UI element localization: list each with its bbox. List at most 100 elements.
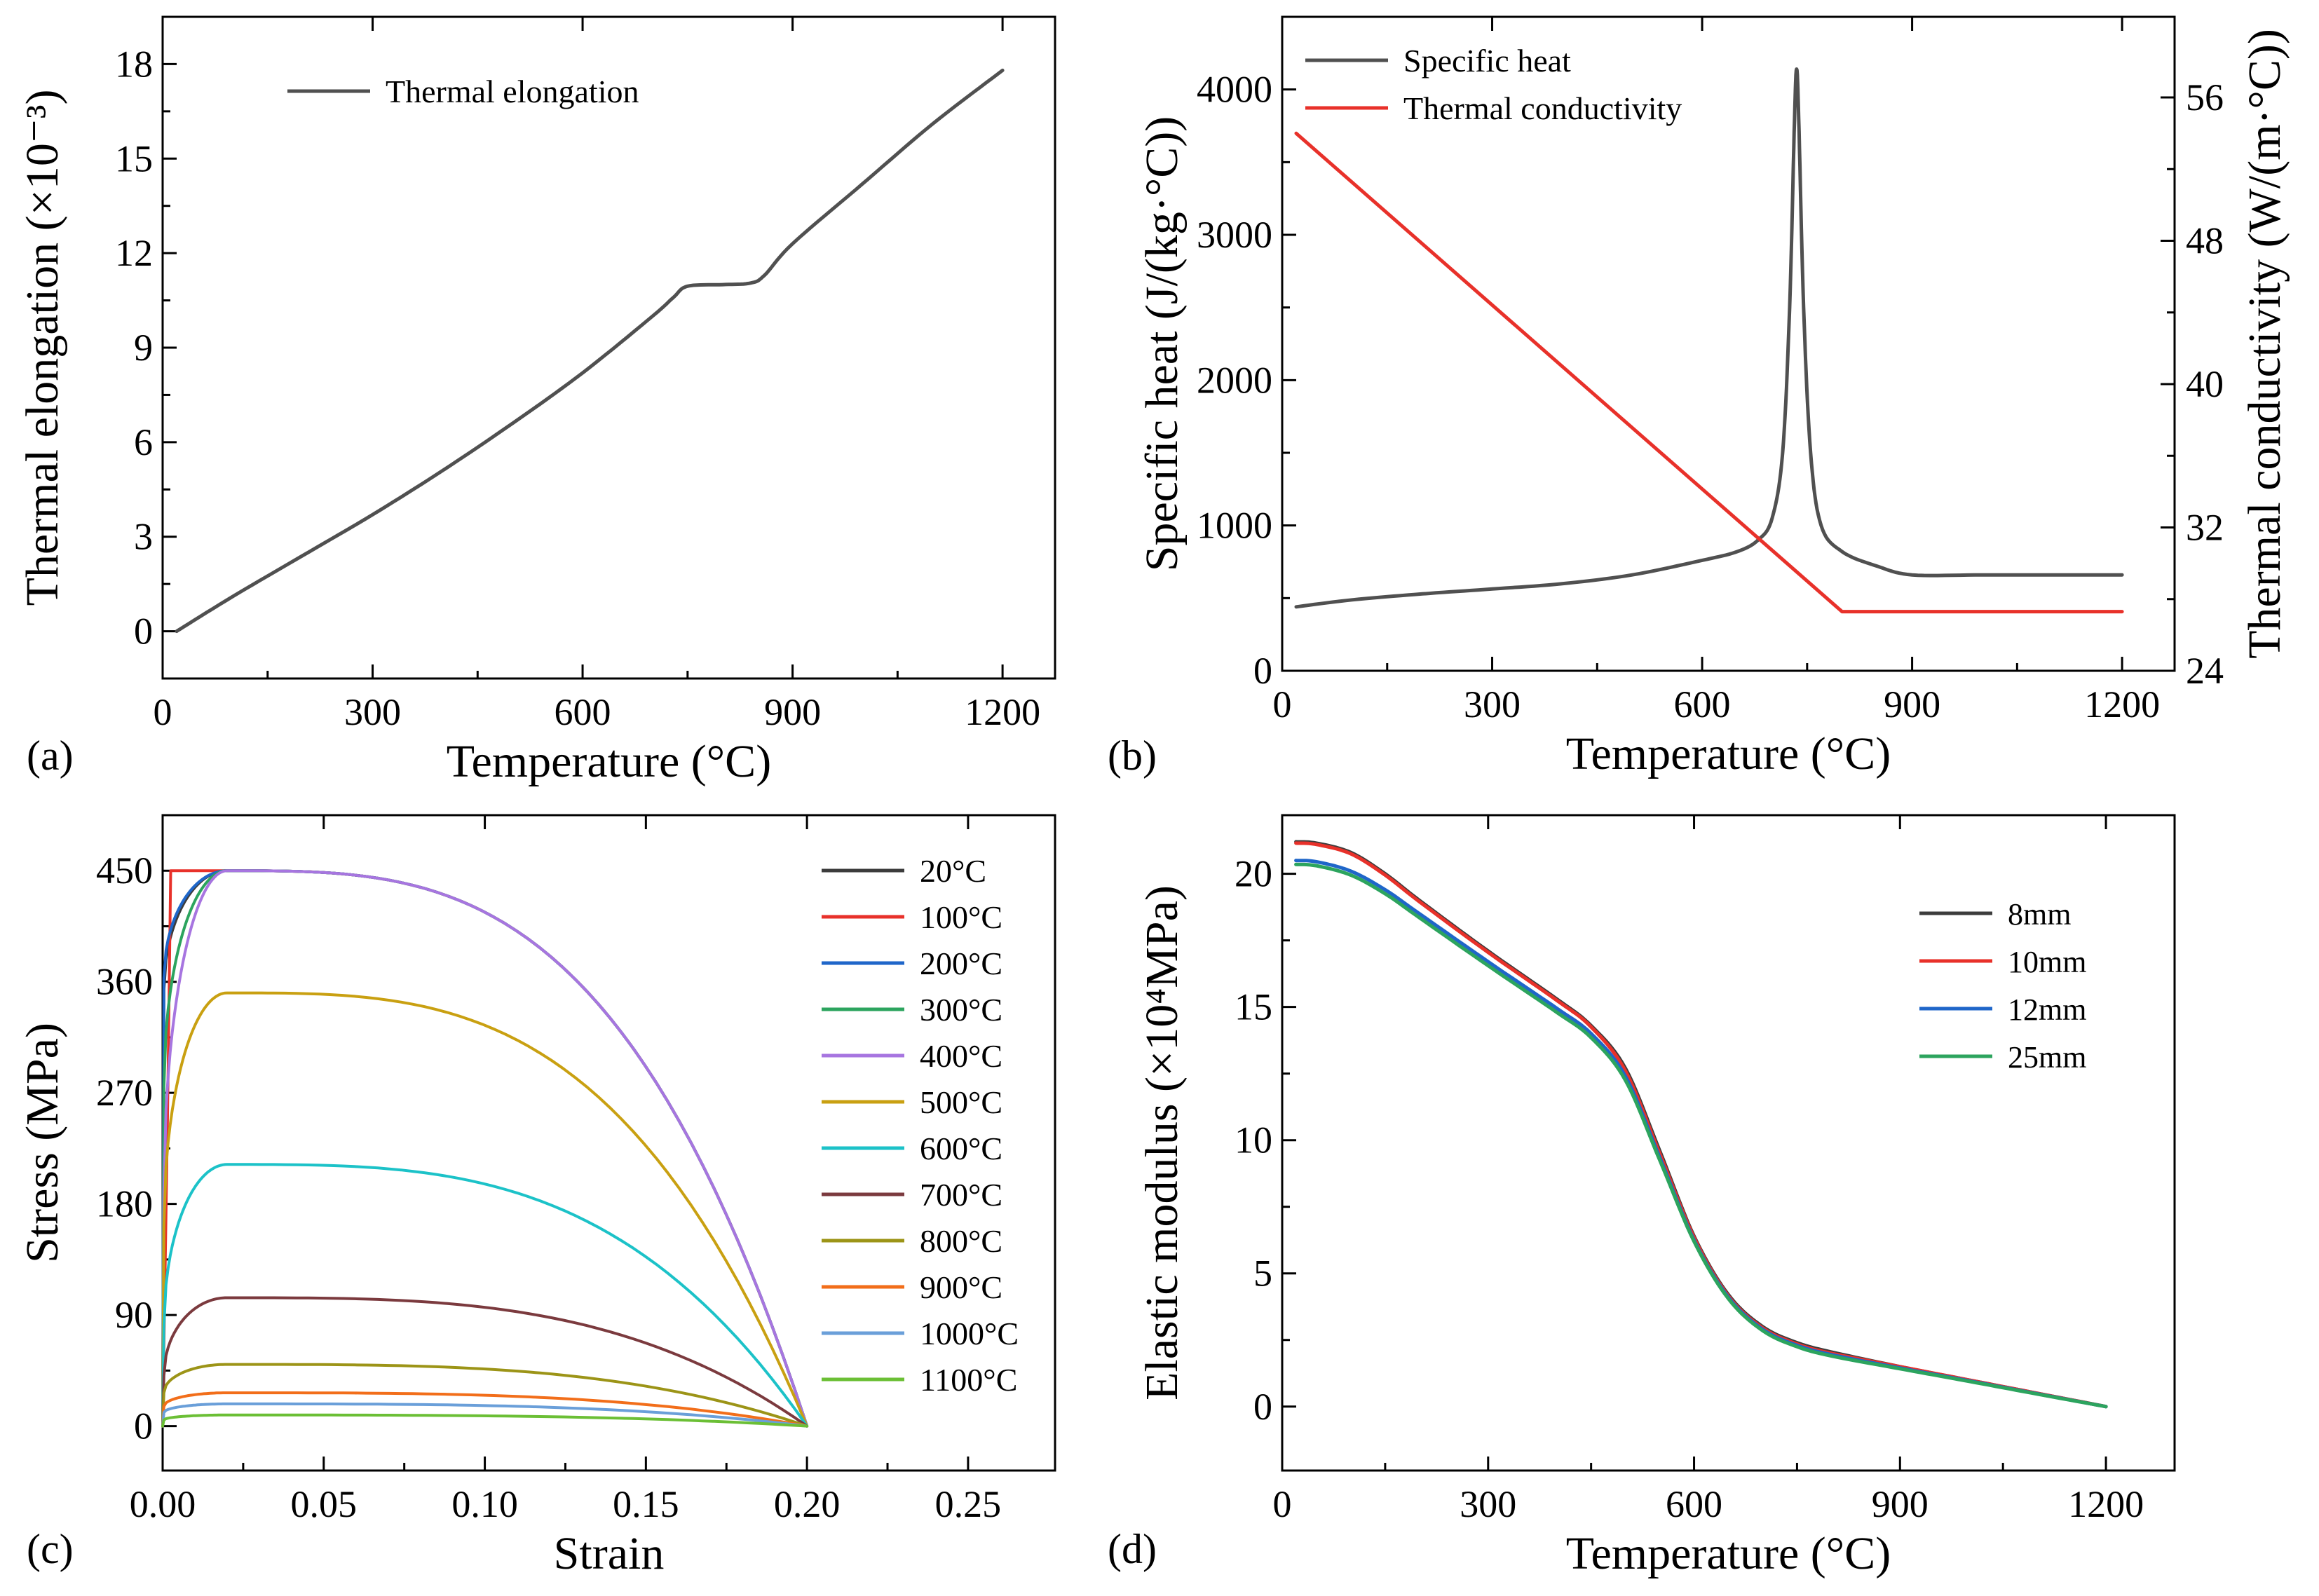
series-line-600c: [161, 1163, 809, 1428]
x-tick-label: 900: [764, 691, 821, 733]
y-tick-label: 180: [96, 1183, 153, 1225]
y-tick-label: 10: [1235, 1119, 1272, 1161]
y-axis-label: Stress (MPa): [17, 1023, 68, 1263]
series-line-700c: [161, 1296, 809, 1428]
x-tick-label: 600: [555, 691, 611, 733]
panel-b: 0 300 600 900 1200 0 1000 2000 3000 4000 Temperatu…: [1108, 15, 2290, 779]
series-line-10mm: [1294, 841, 2108, 1409]
series-line-500c: [161, 991, 809, 1428]
y-right-tick-label: 48: [2186, 220, 2224, 262]
x-tick-label: 600: [1674, 683, 1731, 725]
y-tick-label: 4000: [1197, 69, 1272, 111]
x-tick-label: 300: [1460, 1483, 1516, 1525]
legend-label: 700°C: [920, 1177, 1002, 1213]
series-line-25mm: [1294, 862, 2108, 1409]
x-tick-label: 0.15: [613, 1483, 679, 1525]
y-tick-label: 3000: [1197, 214, 1272, 256]
y-tick-label: 1000: [1197, 505, 1272, 547]
y-tick-label: 0: [134, 1405, 153, 1447]
y-tick-label: 0: [1253, 1386, 1272, 1428]
y-tick-label: 2000: [1197, 359, 1272, 401]
y-tick-label: 360: [96, 961, 153, 1003]
x-axis-label: Temperature (°C): [1566, 728, 1891, 779]
panel-label: (d): [1108, 1526, 1157, 1572]
x-tick-label: 1200: [2084, 683, 2160, 725]
y-tick-label: 15: [115, 137, 153, 179]
legend-label: Specific heat: [1403, 43, 1571, 79]
x-tick-label: 0.20: [774, 1483, 841, 1525]
x-tick-label: 300: [344, 691, 401, 733]
series-line-900c: [161, 1391, 809, 1428]
y-right-tick-label: 56: [2186, 76, 2224, 118]
x-tick-label: 0: [1273, 683, 1292, 725]
series-line-800c: [161, 1363, 809, 1428]
plot-frame: [161, 15, 1056, 680]
y-axis-label: Thermal elongation (×10⁻³): [17, 90, 68, 606]
y-tick-label: 90: [115, 1294, 153, 1336]
series-line-12mm: [1294, 859, 2108, 1409]
legend-label: Thermal conductivity: [1403, 90, 1682, 126]
x-tick-label: 0.05: [291, 1483, 358, 1525]
x-tick-label: 0: [154, 691, 172, 733]
y-tick-label: 20: [1235, 853, 1272, 895]
legend-label: 12mm: [2008, 993, 2086, 1027]
y-right-tick-label: 40: [2186, 363, 2224, 405]
x-tick-label: 0.10: [451, 1483, 518, 1525]
series-line-200c: [161, 869, 809, 1428]
series-line-400c: [161, 869, 809, 1428]
y-axis-label: Specific heat (J/(kg·°C)): [1136, 116, 1188, 572]
x-tick-label: 900: [1884, 683, 1940, 725]
x-axis-label: Strain: [554, 1528, 665, 1579]
x-tick-label: 300: [1464, 683, 1521, 725]
x-tick-label: 600: [1666, 1483, 1722, 1525]
series-line-20c: [161, 869, 809, 1428]
legend-label: 400°C: [920, 1038, 1002, 1074]
legend-label: 25mm: [2008, 1040, 2086, 1075]
panel-c: 0.00 0.05 0.10 0.15 0.20 0.25 0 90 180 270 360 450 S…: [17, 814, 1056, 1579]
y-tick-label: 270: [96, 1072, 153, 1114]
series-line-100c: [161, 869, 809, 1428]
y-tick-label: 3: [134, 516, 153, 558]
y-tick-label: 0: [1253, 650, 1272, 692]
legend-label: 900°C: [920, 1269, 1002, 1305]
y-axis-label: Elastic modulus (×10⁴MPa): [1136, 885, 1188, 1400]
legend-label: 20°C: [920, 853, 986, 889]
series-line-thermal-elongation: [175, 68, 1005, 634]
y-tick-label: 0: [134, 611, 153, 653]
x-tick-label: 0.25: [935, 1483, 1002, 1525]
series-line-1100c: [161, 1413, 809, 1428]
x-axis-label: Temperature (°C): [447, 736, 771, 787]
panel-label: (b): [1108, 732, 1157, 779]
x-tick-label: 0.00: [130, 1483, 196, 1525]
y-right-tick-label: 32: [2186, 507, 2224, 549]
series-line-1000c: [161, 1402, 809, 1428]
legend-label: 300°C: [920, 992, 1002, 1028]
y-right-tick-label: 24: [2186, 650, 2224, 692]
series-line-specific-heat: [1294, 67, 2124, 609]
y-right-axis-label: Thermal conductivity (W/(m·°C)): [2239, 29, 2290, 659]
y-tick-label: 9: [134, 327, 153, 369]
legend-label: 600°C: [920, 1131, 1002, 1166]
panel-a: 0 300 600 900 1200 0 3 6 9 12 15 18 Temperature (°C)…: [17, 15, 1056, 787]
x-tick-label: 900: [1872, 1483, 1929, 1525]
legend-label: Thermal elongation: [386, 74, 639, 109]
series-line-thermal-conductivity: [1294, 131, 2124, 614]
legend-label: 8mm: [2008, 897, 2071, 932]
x-tick-label: 0: [1273, 1483, 1292, 1525]
plot-frame: [1281, 15, 2176, 672]
y-tick-label: 450: [96, 850, 153, 892]
legend-label: 800°C: [920, 1223, 1002, 1259]
y-tick-label: 5: [1253, 1253, 1272, 1295]
legend-label: 100°C: [920, 899, 1002, 935]
legend-label: 500°C: [920, 1084, 1002, 1120]
y-tick-label: 12: [115, 232, 153, 274]
plot-frame: [1281, 814, 2176, 1472]
x-tick-label: 1200: [965, 691, 1040, 733]
x-axis-label: Temperature (°C): [1566, 1528, 1891, 1579]
y-tick-label: 6: [134, 421, 153, 463]
legend-label: 200°C: [920, 946, 1002, 981]
legend-label: 1100°C: [920, 1362, 1017, 1398]
y-tick-label: 15: [1235, 986, 1272, 1028]
series-line-8mm: [1294, 840, 2108, 1409]
